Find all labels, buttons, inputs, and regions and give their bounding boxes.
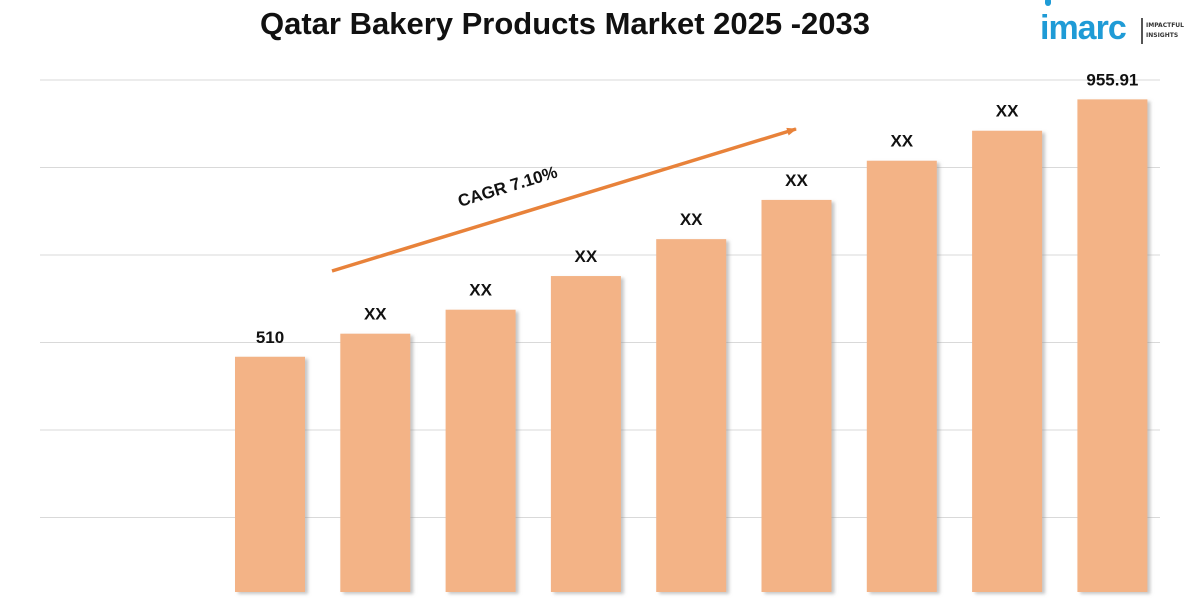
data-label-5: XX: [680, 210, 703, 229]
bars: [235, 99, 1148, 593]
cagr-arrow: [331, 127, 797, 273]
data-label-3: XX: [469, 281, 492, 300]
data-labels: 510 XX XX XX XX XX XX XX 955.91: [256, 70, 1139, 346]
data-label-4: XX: [575, 247, 598, 266]
bar-2: [340, 333, 411, 592]
chart-title: Qatar Bakery Products Market 2025 -2033: [260, 6, 870, 41]
bar-9: [1077, 99, 1148, 592]
logo-divider: [1141, 18, 1143, 44]
logo-tagline-1: IMPACTFUL: [1146, 22, 1184, 29]
bar-3: [445, 309, 516, 592]
bar-8: [972, 130, 1043, 592]
bar-7: [866, 160, 937, 593]
imarc-logo: imarc IMPACTFUL INSIGHTS: [1040, 0, 1190, 54]
data-label-7: XX: [890, 132, 913, 151]
bar-5: [656, 239, 727, 592]
data-label-8: XX: [996, 102, 1019, 121]
bar-6: [761, 199, 832, 593]
bar-1: [235, 356, 305, 592]
data-label-1: 510: [256, 328, 284, 347]
data-label-9: 955.91: [1086, 70, 1138, 89]
data-label-6: XX: [785, 171, 808, 190]
logo-tagline-2: INSIGHTS: [1146, 32, 1179, 39]
cagr-label: CAGR 7.10%: [456, 163, 560, 211]
bar-4: [550, 276, 621, 592]
logo-dot-icon: [1045, 0, 1051, 6]
logo-wordmark: imarc: [1040, 9, 1127, 47]
data-label-2: XX: [364, 305, 387, 324]
